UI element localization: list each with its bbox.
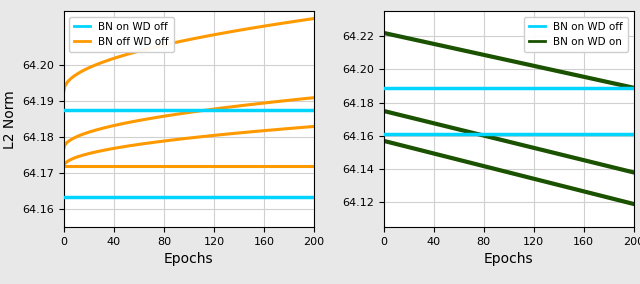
X-axis label: Epochs: Epochs <box>164 252 214 266</box>
Y-axis label: L2 Norm: L2 Norm <box>3 90 17 149</box>
X-axis label: Epochs: Epochs <box>484 252 534 266</box>
Legend: BN on WD off, BN off WD off: BN on WD off, BN off WD off <box>69 16 174 52</box>
Legend: BN on WD off, BN on WD on: BN on WD off, BN on WD on <box>524 16 628 52</box>
